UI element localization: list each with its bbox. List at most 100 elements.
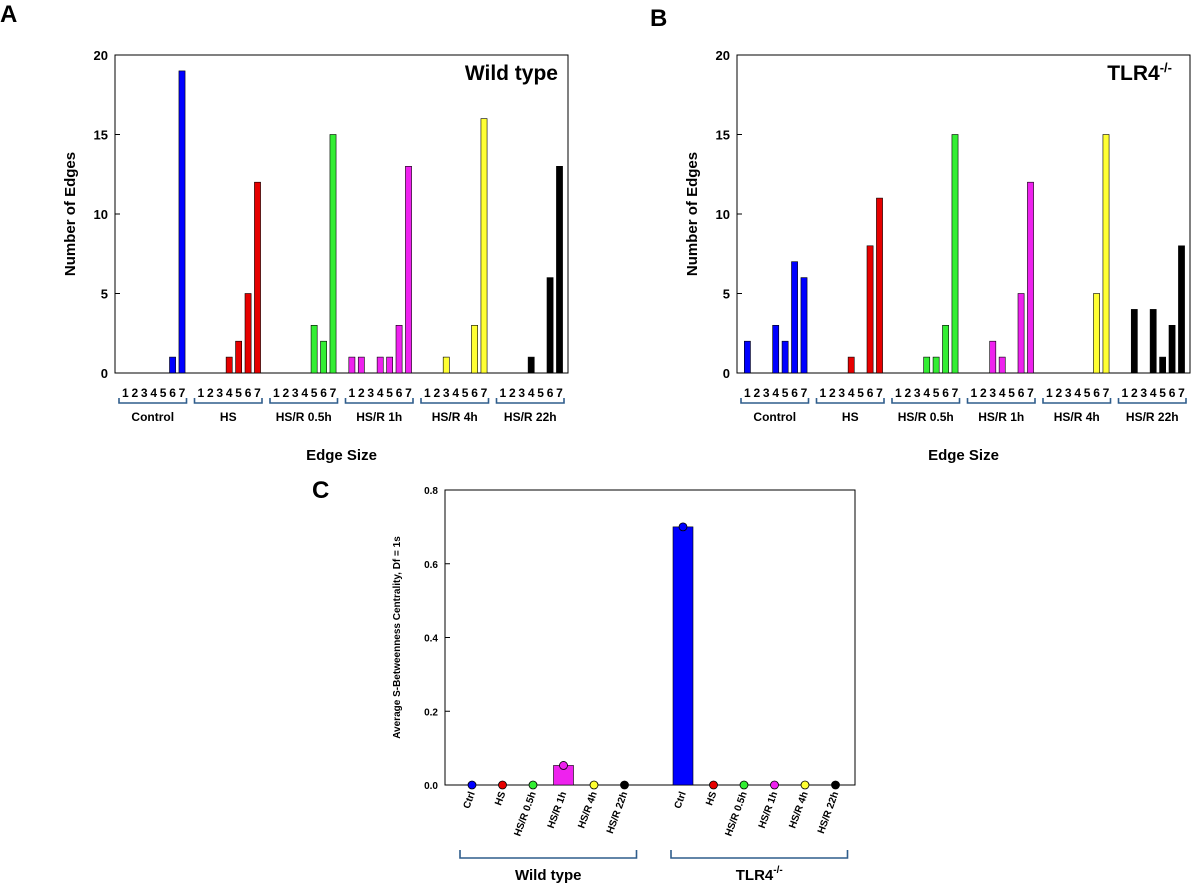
edge-size-label: 6 <box>942 386 949 400</box>
group-label: HS/R 1h <box>978 410 1024 424</box>
bar <box>989 340 997 374</box>
bar <box>1130 309 1138 374</box>
edge-size-label: 5 <box>537 386 544 400</box>
edge-size-label: 6 <box>1018 386 1025 400</box>
edge-size-label: 3 <box>914 386 921 400</box>
edge-size-label: 5 <box>1084 386 1091 400</box>
bar <box>546 277 554 374</box>
edge-size-label: 2 <box>131 386 138 400</box>
group-label: HS/R 22h <box>504 410 557 424</box>
edge-size-label: 5 <box>1008 386 1015 400</box>
edge-size-label: 3 <box>367 386 374 400</box>
data-point <box>589 780 599 790</box>
edge-size-label: 3 <box>141 386 148 400</box>
bar <box>357 356 365 374</box>
edge-size-label: 7 <box>801 386 808 400</box>
edge-size-label: 5 <box>386 386 393 400</box>
x-axis-title: Edge Size <box>306 447 377 464</box>
edge-size-label: 1 <box>971 386 978 400</box>
data-point <box>678 522 688 532</box>
data-point <box>620 780 629 790</box>
group-label: HS/R 1h <box>356 410 402 424</box>
data-point <box>467 780 477 790</box>
group-label: Wild type <box>515 867 582 884</box>
edge-size-label: 6 <box>547 386 554 400</box>
y-tick-label: 20 <box>94 48 108 63</box>
edge-size-label: 3 <box>763 386 770 400</box>
edge-size-label: 7 <box>405 386 412 400</box>
edge-size-label: 7 <box>556 386 563 400</box>
panel-letter-a: A <box>0 1 17 28</box>
data-point <box>709 780 718 790</box>
x-tick-label: HS/R 4h <box>576 790 599 830</box>
y-tick-label: 15 <box>716 128 730 143</box>
edge-size-label: 1 <box>820 386 827 400</box>
chart-title: Wild type <box>465 62 558 85</box>
group-bracket <box>495 398 565 404</box>
edge-size-label: 3 <box>1065 386 1072 400</box>
edge-size-label: 6 <box>867 386 874 400</box>
y-axis-title: Average S-Betweenness Centrality, Df = 1… <box>392 536 403 739</box>
bar <box>998 356 1006 374</box>
edge-size-label: 4 <box>772 386 779 400</box>
bar <box>442 356 450 374</box>
edge-size-label: 1 <box>500 386 507 400</box>
bar <box>1178 245 1185 374</box>
panel-c: 0.0 0.2 0.4 0.6 0.8 Average S-Betweenness Cen… <box>392 486 856 884</box>
edge-size-label: 3 <box>216 386 223 400</box>
group-bracket <box>670 850 849 859</box>
edge-size-label: 1 <box>198 386 205 400</box>
edge-size-label: 1 <box>349 386 356 400</box>
edge-size-label: 7 <box>179 386 186 400</box>
edge-size-label: 6 <box>1093 386 1100 400</box>
edge-size-label: 1 <box>744 386 751 400</box>
bar <box>1102 134 1110 374</box>
edge-size-label: 6 <box>791 386 798 400</box>
edge-size-label: 3 <box>443 386 450 400</box>
bar <box>1017 293 1025 374</box>
group-label: Control <box>131 410 174 424</box>
bar <box>395 324 403 374</box>
x-tick-label: Ctrl <box>673 790 689 810</box>
edge-size-label: 3 <box>1140 386 1147 400</box>
edge-size-label: 6 <box>169 386 176 400</box>
edge-size-label: 1 <box>1122 386 1129 400</box>
plot-frame <box>444 489 856 786</box>
group-bracket <box>344 398 414 404</box>
edge-size-label: 2 <box>282 386 289 400</box>
edge-size-label: 4 <box>848 386 855 400</box>
x-tick-label: HS/R 22h <box>816 790 841 835</box>
y-tick-label: 0 <box>101 366 108 381</box>
group-bracket <box>1117 398 1187 404</box>
edge-size-label: 7 <box>481 386 488 400</box>
edge-size-label: 7 <box>1103 386 1110 400</box>
y-tick-label: 0.4 <box>424 634 438 645</box>
bar <box>169 356 176 374</box>
edge-size-label: 1 <box>1046 386 1053 400</box>
y-axis-title: Number of Edges <box>684 152 701 276</box>
y-tick-label: 10 <box>94 207 108 222</box>
x-tick-label: HS/R 1h <box>757 790 780 830</box>
x-tick-label: HS/R 0.5h <box>513 790 539 838</box>
edge-size-label: 5 <box>235 386 242 400</box>
bar <box>310 324 318 374</box>
group-label: HS/R 22h <box>1126 410 1179 424</box>
edge-size-label: 7 <box>952 386 959 400</box>
bar <box>672 526 694 786</box>
bar <box>781 340 789 374</box>
data-point <box>739 780 749 790</box>
edge-size-label: 7 <box>1027 386 1034 400</box>
edge-size-label: 4 <box>528 386 535 400</box>
bar <box>556 166 563 374</box>
bar <box>847 356 855 374</box>
group-bracket <box>193 398 263 404</box>
group-bracket <box>420 398 490 404</box>
y-tick-label: 5 <box>723 287 730 302</box>
edge-size-label: 1 <box>424 386 431 400</box>
bar <box>1168 324 1176 374</box>
bar <box>866 245 874 374</box>
bar <box>320 340 327 374</box>
group-bracket <box>118 398 188 404</box>
